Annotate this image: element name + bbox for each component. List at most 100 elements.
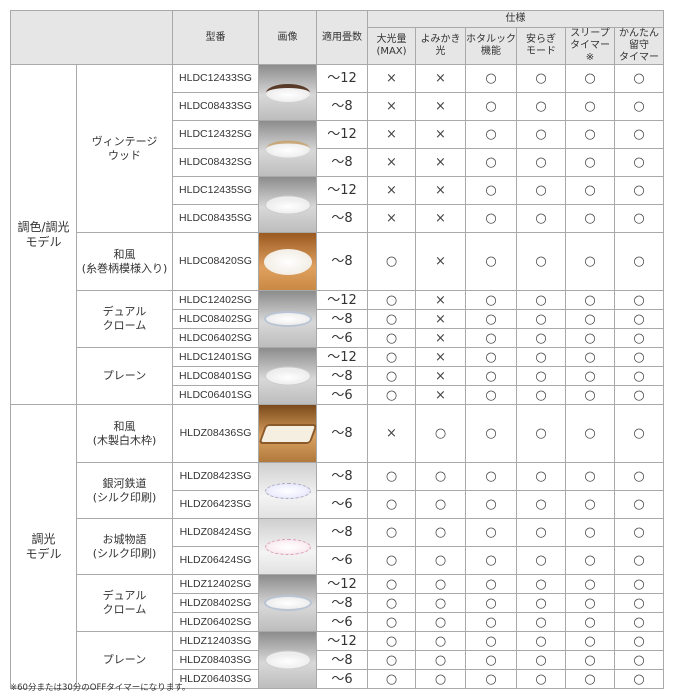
spec-mark-supported: ○ bbox=[565, 92, 615, 121]
spec-mark-supported: ○ bbox=[367, 546, 416, 575]
chrome-ceiling-light-icon bbox=[263, 595, 312, 611]
spec-mark-unsupported: × bbox=[415, 347, 466, 367]
spec-mark-supported: ○ bbox=[465, 385, 517, 405]
spec-mark-supported: ○ bbox=[516, 232, 566, 291]
spec-mark-supported: ○ bbox=[614, 290, 664, 310]
header-image: 画像 bbox=[258, 10, 317, 65]
product-image bbox=[258, 347, 317, 405]
spec-mark-supported: ○ bbox=[565, 593, 615, 613]
japanese-round-ceiling-light-icon bbox=[263, 248, 312, 275]
header-spec-0: 大光量 (MAX) bbox=[367, 27, 416, 65]
spec-table: 型番 画像 適用畳数 仕様 大光量 (MAX) よみかき 光ホタルック 機能 安らぎ… bbox=[10, 10, 664, 689]
model-number: HLDC08433SG bbox=[172, 92, 259, 121]
spec-mark-supported: ○ bbox=[565, 366, 615, 386]
series-label: デュアル クローム bbox=[76, 574, 173, 632]
spec-mark-supported: ○ bbox=[565, 176, 615, 205]
spec-mark-supported: ○ bbox=[565, 204, 615, 233]
product-image bbox=[258, 404, 317, 463]
castle-print-ceiling-light-icon bbox=[264, 538, 311, 555]
spec-mark-supported: ○ bbox=[465, 546, 517, 575]
spec-mark-supported: ○ bbox=[565, 518, 615, 547]
spec-mark-supported: ○ bbox=[465, 204, 517, 233]
section-label: 調色/調光 モデル bbox=[10, 64, 77, 405]
spec-mark-supported: ○ bbox=[465, 347, 517, 367]
room-size: 〜6 bbox=[316, 328, 368, 348]
spec-mark-supported: ○ bbox=[516, 546, 566, 575]
room-size: 〜6 bbox=[316, 385, 368, 405]
spec-mark-supported: ○ bbox=[565, 631, 615, 651]
table-row: プレーン HLDC12401SG 〜12 ○ × ○ ○ ○ ○ bbox=[11, 347, 664, 405]
model-number: HLDC08435SG bbox=[172, 204, 259, 233]
header-spec-4: スリープ タイマー※ bbox=[565, 27, 615, 65]
table-row: HLDC08401SG 〜8 ○ × ○ ○ ○ ○ bbox=[11, 366, 664, 386]
spec-mark-unsupported: × bbox=[367, 148, 416, 177]
room-size: 〜12 bbox=[316, 574, 368, 594]
model-number: HLDZ06402SG bbox=[172, 612, 259, 632]
spec-mark-supported: ○ bbox=[367, 366, 416, 386]
spec-mark-supported: ○ bbox=[415, 518, 466, 547]
spec-mark-supported: ○ bbox=[516, 120, 566, 149]
spec-mark-supported: ○ bbox=[415, 546, 466, 575]
product-image bbox=[258, 120, 317, 177]
spec-mark-supported: ○ bbox=[614, 328, 664, 348]
spec-mark-supported: ○ bbox=[516, 347, 566, 367]
spec-mark-unsupported: × bbox=[415, 204, 466, 233]
spec-mark-supported: ○ bbox=[415, 593, 466, 613]
spec-mark-supported: ○ bbox=[465, 64, 517, 93]
beige-rim-ceiling-light-icon bbox=[265, 140, 310, 157]
spec-mark-supported: ○ bbox=[565, 490, 615, 519]
model-number: HLDZ08424SG bbox=[172, 518, 259, 547]
spec-mark-supported: ○ bbox=[614, 92, 664, 121]
room-size: 〜8 bbox=[316, 462, 368, 491]
spec-mark-supported: ○ bbox=[565, 290, 615, 310]
spec-mark-supported: ○ bbox=[415, 574, 466, 594]
model-number: HLDC08401SG bbox=[172, 366, 259, 386]
spec-mark-supported: ○ bbox=[367, 593, 416, 613]
spec-mark-supported: ○ bbox=[516, 385, 566, 405]
spec-mark-supported: ○ bbox=[614, 176, 664, 205]
spec-mark-supported: ○ bbox=[565, 347, 615, 367]
spec-mark-supported: ○ bbox=[465, 650, 517, 670]
spec-mark-supported: ○ bbox=[614, 612, 664, 632]
spec-mark-supported: ○ bbox=[614, 462, 664, 491]
room-size: 〜8 bbox=[316, 309, 368, 329]
table-row: お城物語 (シルク印刷) HLDZ08424SG 〜8 ○ ○ ○ ○ ○ ○ bbox=[11, 518, 664, 575]
series-label: プレーン bbox=[76, 631, 173, 689]
room-size: 〜12 bbox=[316, 347, 368, 367]
spec-mark-supported: ○ bbox=[614, 120, 664, 149]
model-number: HLDZ12403SG bbox=[172, 631, 259, 651]
spec-mark-supported: ○ bbox=[367, 518, 416, 547]
product-image bbox=[258, 232, 317, 291]
spec-mark-supported: ○ bbox=[516, 669, 566, 689]
spec-mark-supported: ○ bbox=[614, 490, 664, 519]
series-label: お城物語 (シルク印刷) bbox=[76, 518, 173, 575]
spec-mark-supported: ○ bbox=[516, 462, 566, 491]
printed-pattern-ceiling-light-icon bbox=[264, 482, 311, 499]
model-number: HLDC08432SG bbox=[172, 148, 259, 177]
spec-mark-supported: ○ bbox=[465, 574, 517, 594]
room-size: 〜6 bbox=[316, 669, 368, 689]
spec-mark-supported: ○ bbox=[565, 404, 615, 463]
chrome-ceiling-light-icon bbox=[263, 311, 312, 327]
spec-mark-supported: ○ bbox=[367, 612, 416, 632]
spec-mark-unsupported: × bbox=[415, 328, 466, 348]
table-row: HLDZ06403SG 〜6 ○ ○ ○ ○ ○ ○ bbox=[11, 669, 664, 689]
spec-mark-supported: ○ bbox=[516, 204, 566, 233]
spec-mark-supported: ○ bbox=[565, 669, 615, 689]
spec-mark-supported: ○ bbox=[367, 574, 416, 594]
spec-mark-supported: ○ bbox=[614, 574, 664, 594]
spec-mark-supported: ○ bbox=[415, 669, 466, 689]
spec-mark-supported: ○ bbox=[367, 309, 416, 329]
spec-mark-supported: ○ bbox=[516, 328, 566, 348]
room-size: 〜8 bbox=[316, 404, 368, 463]
room-size: 〜12 bbox=[316, 631, 368, 651]
spec-mark-supported: ○ bbox=[465, 366, 517, 386]
spec-mark-supported: ○ bbox=[367, 385, 416, 405]
room-size: 〜12 bbox=[316, 120, 368, 149]
spec-mark-supported: ○ bbox=[565, 612, 615, 632]
spec-mark-supported: ○ bbox=[465, 290, 517, 310]
table-row: HLDZ06424SG 〜6 ○ ○ ○ ○ ○ ○ bbox=[11, 546, 664, 575]
spec-mark-supported: ○ bbox=[614, 64, 664, 93]
model-number: HLDC08402SG bbox=[172, 309, 259, 329]
room-size: 〜8 bbox=[316, 650, 368, 670]
